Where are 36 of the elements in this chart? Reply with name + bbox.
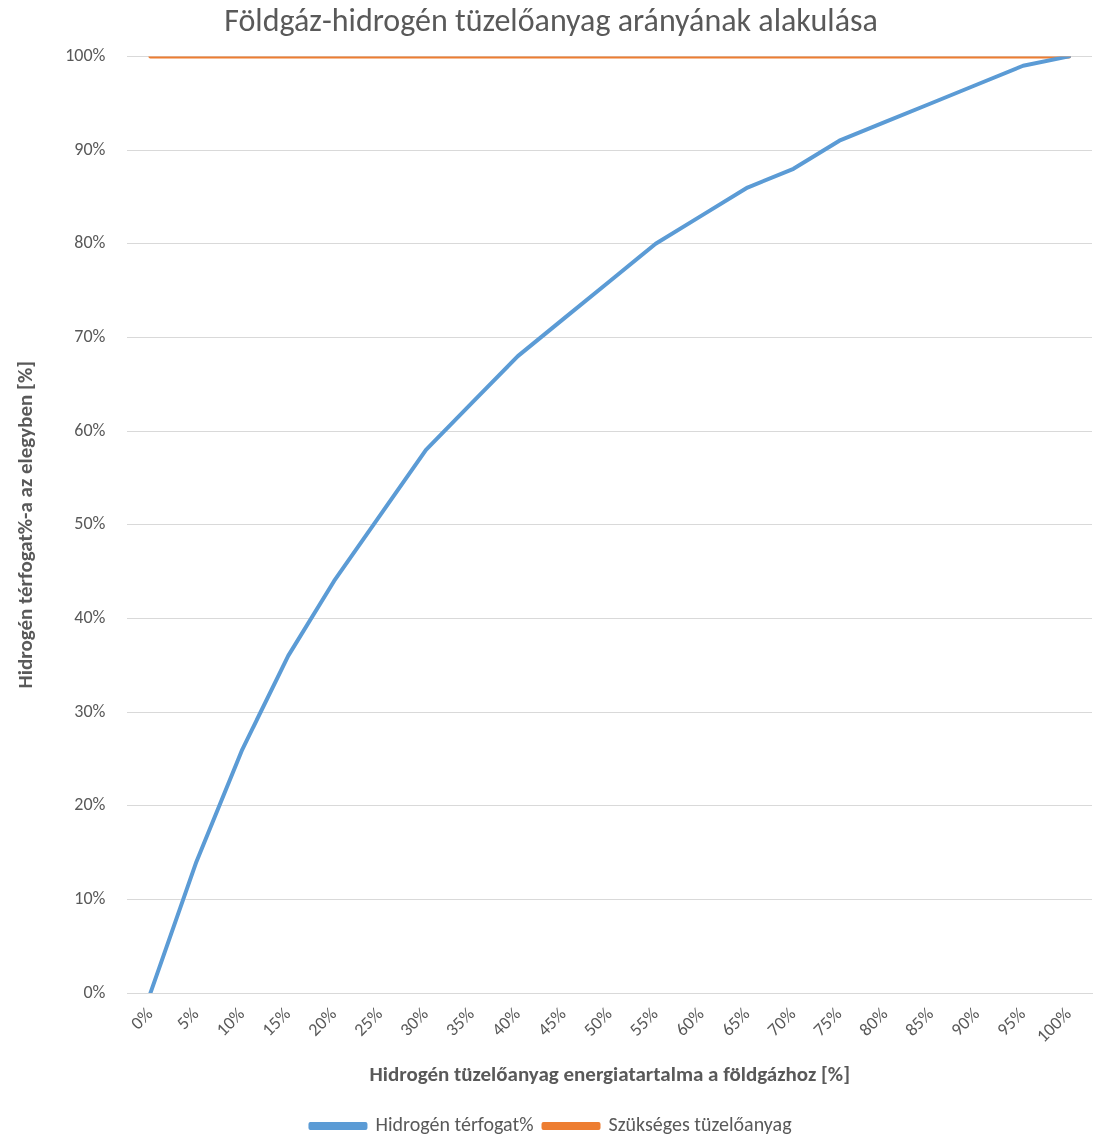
x-tick-label: 25% xyxy=(349,1002,387,1041)
x-tick-label: 35% xyxy=(441,1002,479,1041)
x-tick-label: 10% xyxy=(211,1002,250,1041)
legend-label: Szükséges tüzelőanyag xyxy=(608,1112,793,1136)
x-tick-label: 95% xyxy=(992,1002,1030,1041)
x-tick-label: 80% xyxy=(854,1002,893,1041)
x-tick-label: 0% xyxy=(126,1002,158,1034)
x-tick-label: 55% xyxy=(624,1002,663,1041)
y-tick-label: 100% xyxy=(65,43,106,66)
y-tick-label: 10% xyxy=(74,886,106,909)
y-tick-label: 0% xyxy=(83,980,106,1003)
y-tick-label: 90% xyxy=(74,137,106,160)
y-tick-label: 80% xyxy=(74,231,106,254)
y-axis-title: Hidrogén térfogat%-a az elegyben [%] xyxy=(11,360,38,689)
x-tick-label: 15% xyxy=(257,1002,295,1041)
y-tick-label: 20% xyxy=(74,793,106,816)
x-tick-label: 85% xyxy=(900,1002,939,1041)
x-tick-label: 65% xyxy=(716,1002,755,1041)
x-tick-label: 60% xyxy=(670,1002,709,1041)
x-tick-label: 5% xyxy=(171,1002,204,1034)
x-tick-label: 70% xyxy=(762,1002,801,1041)
x-tick-label: 20% xyxy=(303,1002,341,1041)
y-tick-label: 30% xyxy=(74,699,106,722)
x-tick-label: 40% xyxy=(487,1002,525,1041)
y-tick-label: 50% xyxy=(74,512,106,535)
legend-label: Hidrogén térfogat% xyxy=(375,1112,534,1136)
x-tick-label: 50% xyxy=(578,1002,617,1041)
y-tick-label: 40% xyxy=(74,605,106,628)
x-axis-title: Hidrogén tüzelőanyag energiatartalma a földgázhoz [%] xyxy=(369,1060,850,1087)
x-tick-label: 45% xyxy=(532,1002,571,1041)
y-tick-label: 70% xyxy=(74,324,106,347)
x-tick-label: 90% xyxy=(946,1002,984,1041)
x-tick-label: 75% xyxy=(808,1002,847,1041)
x-tick-label: 30% xyxy=(395,1002,433,1041)
chart-title: Földgáz-hidrogén tüzelőanyag arányának alakulása xyxy=(224,1,878,41)
y-tick-label: 60% xyxy=(74,418,106,441)
